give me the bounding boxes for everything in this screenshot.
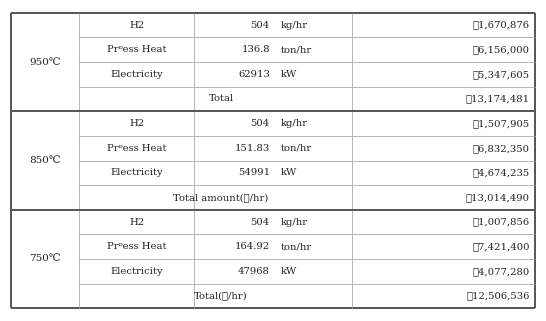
Text: Prᶛess Heat: Prᶛess Heat [107, 242, 167, 251]
Text: ₩1,670,876: ₩1,670,876 [473, 21, 530, 30]
Text: kW: kW [281, 70, 297, 79]
Text: ton/hr: ton/hr [281, 144, 312, 153]
Text: 504: 504 [251, 218, 270, 227]
Text: 164.92: 164.92 [235, 242, 270, 251]
Text: 47968: 47968 [238, 267, 270, 276]
Text: 151.83: 151.83 [235, 144, 270, 153]
Text: 850℃: 850℃ [29, 156, 61, 165]
Text: kW: kW [281, 168, 297, 177]
Text: ₩4,077,280: ₩4,077,280 [472, 267, 530, 276]
Text: kW: kW [281, 267, 297, 276]
Text: H2: H2 [129, 218, 144, 227]
Text: Total: Total [209, 94, 234, 103]
Text: 54991: 54991 [238, 168, 270, 177]
Text: Prᶛess Heat: Prᶛess Heat [107, 144, 167, 153]
Text: 504: 504 [251, 21, 270, 30]
Text: ton/hr: ton/hr [281, 45, 312, 54]
Text: kg/hr: kg/hr [281, 218, 308, 227]
Text: 950℃: 950℃ [29, 57, 61, 66]
Text: Total amount(₩/hr): Total amount(₩/hr) [174, 193, 269, 202]
Text: ₩13,174,481: ₩13,174,481 [466, 94, 530, 103]
Text: ₩4,674,235: ₩4,674,235 [472, 168, 530, 177]
Text: Electricity: Electricity [110, 70, 163, 79]
Text: ₩13,014,490: ₩13,014,490 [466, 193, 530, 202]
Text: kg/hr: kg/hr [281, 119, 308, 128]
Text: ₩6,832,350: ₩6,832,350 [473, 144, 530, 153]
Text: 750℃: 750℃ [29, 255, 61, 264]
Text: H2: H2 [129, 21, 144, 30]
Text: 62913: 62913 [238, 70, 270, 79]
Text: Total(₩/hr): Total(₩/hr) [194, 291, 248, 300]
Text: Prᶛess Heat: Prᶛess Heat [107, 45, 167, 54]
Text: ₩7,421,400: ₩7,421,400 [472, 242, 530, 251]
Text: ₩12,506,536: ₩12,506,536 [466, 291, 530, 300]
Text: ₩1,007,856: ₩1,007,856 [472, 218, 530, 227]
Text: ₩1,507,905: ₩1,507,905 [472, 119, 530, 128]
Text: 136.8: 136.8 [241, 45, 270, 54]
Text: ₩5,347,605: ₩5,347,605 [472, 70, 530, 79]
Text: kg/hr: kg/hr [281, 21, 308, 30]
Text: H2: H2 [129, 119, 144, 128]
Text: ton/hr: ton/hr [281, 242, 312, 251]
Text: Electricity: Electricity [110, 168, 163, 177]
Text: 504: 504 [251, 119, 270, 128]
Text: ₩6,156,000: ₩6,156,000 [473, 45, 530, 54]
Text: Electricity: Electricity [110, 267, 163, 276]
